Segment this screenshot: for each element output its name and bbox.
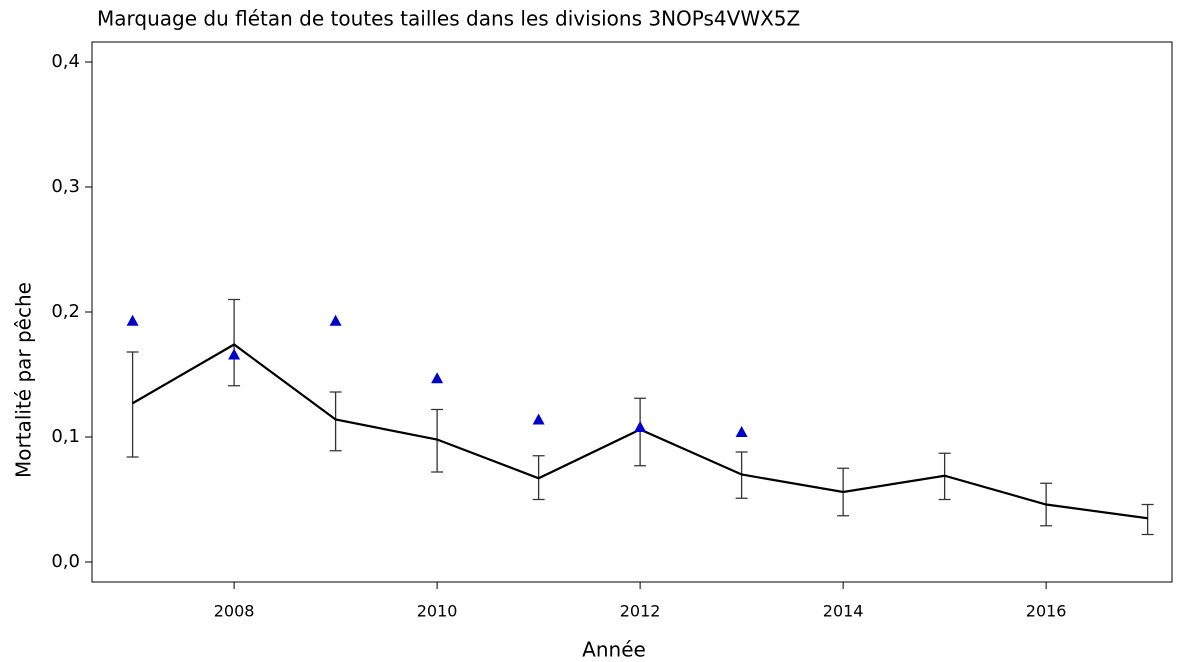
x-axis-label: Année: [582, 638, 646, 662]
triangle-marker: [329, 314, 342, 326]
x-tick-label: 2012: [620, 602, 661, 621]
error-bar: [431, 408, 444, 473]
y-tick-label: 0,1: [51, 426, 80, 447]
triangle-marker: [126, 314, 139, 326]
y-tick-label: 0,3: [51, 176, 80, 197]
error-bar: [329, 391, 342, 452]
y-tick-label: 0,0: [51, 551, 80, 572]
x-tick-label: 2008: [214, 602, 255, 621]
y-tick-label: 0,4: [51, 51, 80, 72]
y-tick-label: 0,2: [51, 301, 80, 322]
x-tick-label: 2010: [417, 602, 458, 621]
triangle-marker: [228, 348, 241, 360]
x-tick-label: 2014: [823, 602, 864, 621]
triangle-marker: [634, 421, 647, 432]
triangle-marker: [431, 372, 444, 384]
error-bar: [126, 351, 139, 458]
y-axis-label: Mortalité par pêche: [12, 282, 36, 478]
triangle-marker: [735, 426, 748, 437]
x-tick-label: 2016: [1026, 602, 1067, 621]
triangle-marker: [532, 413, 545, 425]
error-bar: [228, 298, 241, 387]
error-bar: [1141, 503, 1154, 536]
chart-title: Marquage du flétan de toutes tailles dan…: [97, 7, 800, 31]
plot-frame: [91, 41, 1173, 583]
